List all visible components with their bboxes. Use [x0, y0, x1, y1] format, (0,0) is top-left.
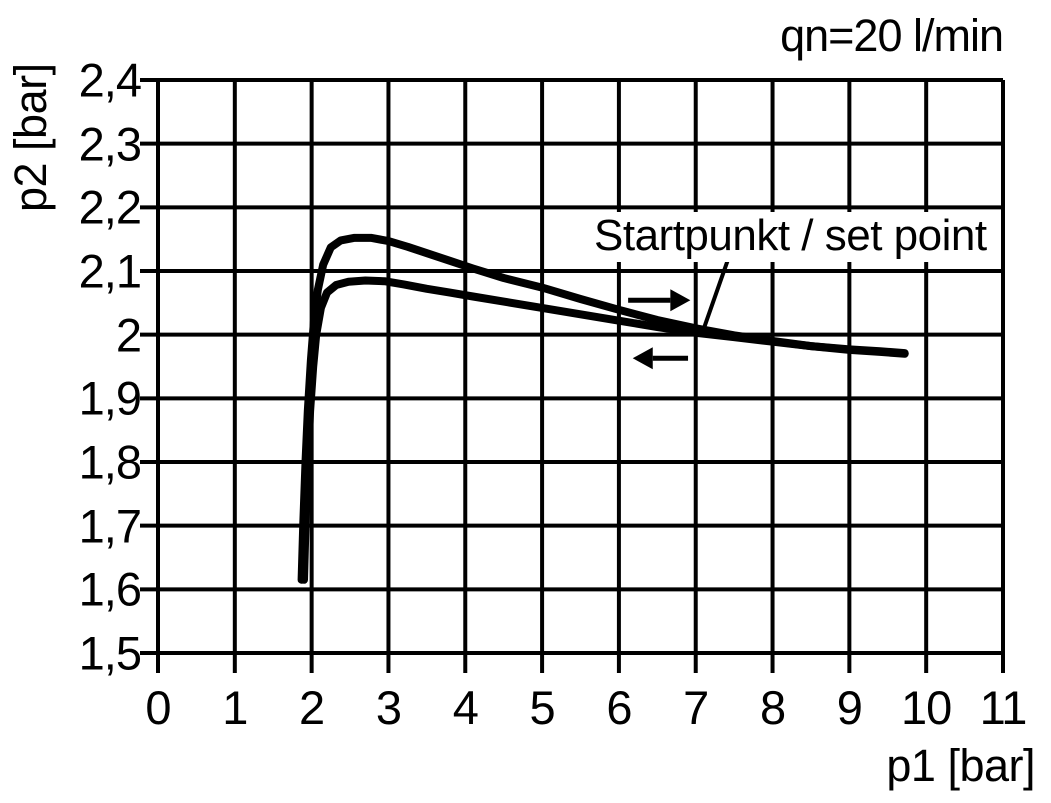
x-tick-label: 9 — [836, 681, 863, 734]
x-tick-label: 6 — [606, 681, 632, 734]
y-tick-label: 2,2 — [78, 180, 142, 234]
x-tick-label: 0 — [145, 681, 171, 734]
set-point-label: Startpunkt / set point — [589, 212, 992, 262]
y-tick-label: 1,5 — [78, 626, 142, 680]
y-axis-title: p2 [bar] — [5, 63, 56, 212]
x-tick-label: 11 — [979, 681, 1028, 734]
x-axis-title: p1 [bar] — [886, 740, 1035, 791]
x-tick-label: 4 — [452, 681, 479, 734]
y-tick-label: 2 — [115, 308, 142, 362]
x-tick-label: 7 — [683, 681, 709, 734]
y-tick-label: 1,8 — [78, 435, 142, 489]
x-tick-label: 5 — [529, 681, 556, 734]
x-tick-label: 3 — [375, 681, 402, 734]
y-tick-label: 1,9 — [78, 371, 142, 425]
x-tick-label: 10 — [901, 681, 952, 734]
y-tick-label: 2,3 — [78, 117, 142, 171]
y-tick-label: 1,6 — [78, 562, 142, 616]
x-tick-label: 8 — [759, 681, 786, 734]
x-tick-label: 1 — [222, 681, 248, 734]
y-tick-label: 1,7 — [78, 499, 142, 553]
y-tick-label: 2,4 — [78, 53, 142, 107]
y-tick-label: 2,1 — [78, 244, 142, 298]
x-tick-label: 2 — [299, 681, 325, 734]
flow-condition-label: qn=20 l/min — [780, 10, 1004, 61]
